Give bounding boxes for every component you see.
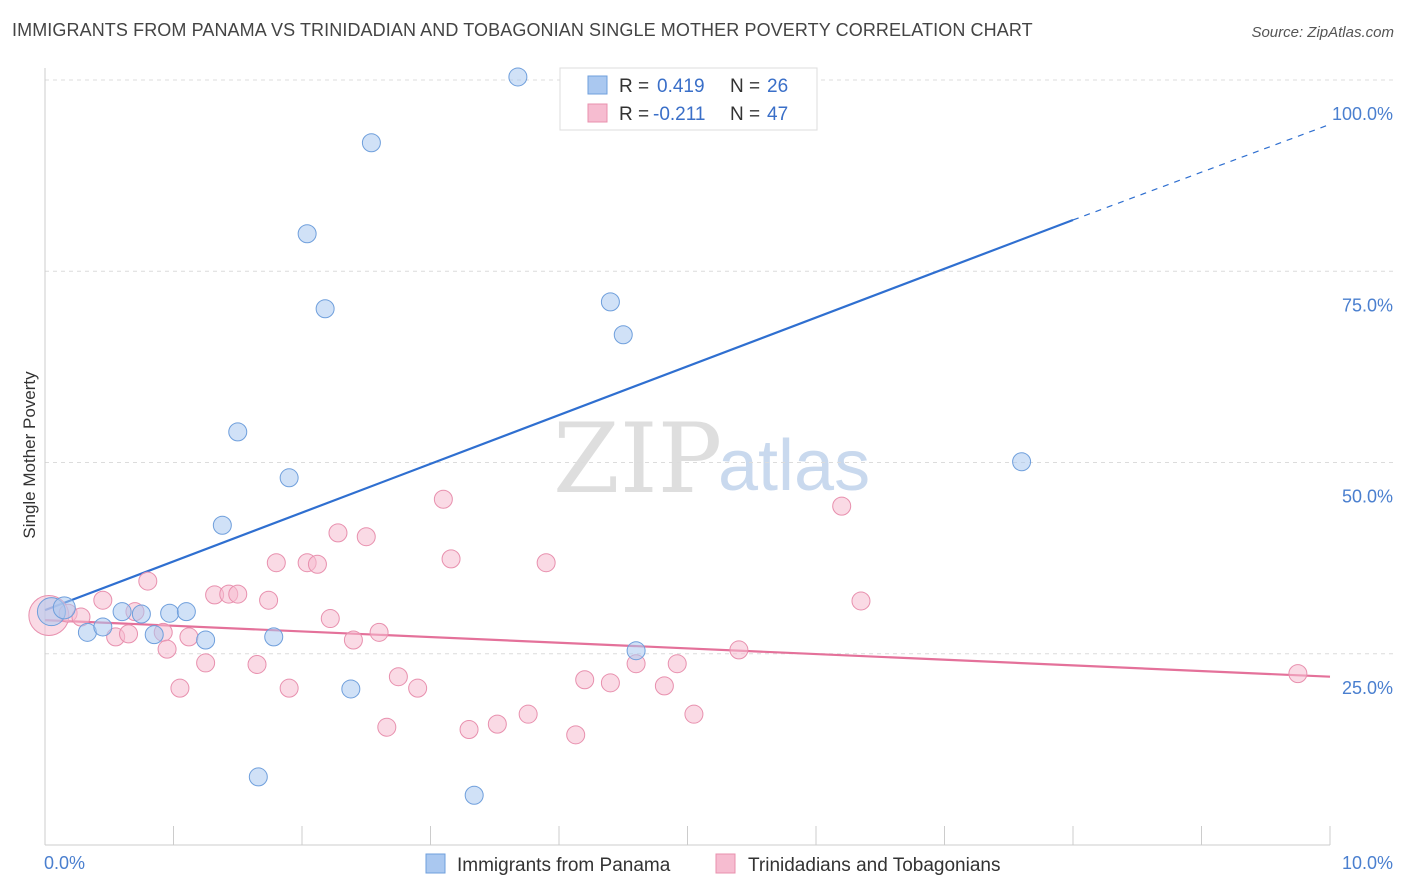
panama-point-25 <box>1012 452 1032 472</box>
legend-r-label-1: R = <box>619 76 649 97</box>
correlation-legend: R = 0.419 N = 26 R = -0.211 N = 47 <box>559 67 818 131</box>
legend-swatch-blue <box>587 75 608 95</box>
watermark-zip: ZIP <box>553 403 722 515</box>
series-legend: Immigrants from Panama Trinidadians and … <box>425 853 1000 876</box>
legend-n-label-1: N = <box>730 76 760 97</box>
trinidad-point-9 <box>170 678 190 698</box>
panama-point-8 <box>176 602 196 622</box>
panama-point-9 <box>196 630 216 650</box>
trinidad-point-39 <box>654 676 674 696</box>
series-legend-label-panama: Immigrants from Panama <box>457 855 671 876</box>
data-points <box>28 67 1308 805</box>
panama-point-16 <box>315 299 335 319</box>
watermark: ZIP atlas <box>553 403 870 515</box>
trinidad-point-27 <box>388 667 408 687</box>
legend-n-value-1: 26 <box>767 76 788 97</box>
chart-title: IMMIGRANTS FROM PANAMA VS TRINIDADIAN AN… <box>12 20 1033 40</box>
series-legend-swatch-pink <box>715 853 736 874</box>
trinidad-point-11 <box>196 653 216 673</box>
trinidad-point-8 <box>157 639 177 659</box>
legend-r-value-1: 0.419 <box>657 76 705 97</box>
panama-point-20 <box>508 67 528 87</box>
series-legend-label-trinidad: Trinidadians and Tobagonians <box>748 855 1000 876</box>
y-axis-title: Single Mother Poverty <box>20 371 39 539</box>
panama-point-18 <box>361 133 381 153</box>
panama-point-6 <box>144 625 164 645</box>
legend-r-value-2: -0.211 <box>653 104 705 125</box>
axes <box>44 68 1331 846</box>
trinidad-point-26 <box>377 717 397 737</box>
trinidad-point-43 <box>832 496 852 516</box>
trinidad-point-34 <box>536 553 556 573</box>
legend-n-value-2: 47 <box>767 104 788 125</box>
panama-point-4 <box>112 602 132 622</box>
trinidad-point-25 <box>369 622 389 642</box>
trinidad-point-45 <box>1288 664 1308 684</box>
trinidad-point-10 <box>179 627 199 647</box>
panama-point-10 <box>212 515 232 535</box>
panama-trend-extension <box>1072 123 1331 221</box>
y-tick-label-50: 50.0% <box>1342 487 1393 507</box>
panama-point-3 <box>93 617 113 637</box>
panama-point-5 <box>131 604 151 624</box>
y-tick-label-25: 25.0% <box>1342 678 1393 698</box>
panama-trend-line <box>44 218 1074 612</box>
trinidad-point-21 <box>320 609 340 629</box>
trinidad-point-29 <box>433 489 453 509</box>
y-tick-label-75: 75.0% <box>1342 295 1393 315</box>
trinidad-point-37 <box>600 673 620 693</box>
trinidad-point-32 <box>487 714 507 734</box>
trinidad-point-30 <box>441 549 461 569</box>
legend-r-label-2: R = <box>619 104 649 125</box>
trinidad-point-42 <box>729 640 749 660</box>
trinidad-point-23 <box>343 630 363 650</box>
trinidad-point-6 <box>138 571 158 591</box>
watermark-atlas: atlas <box>718 426 870 506</box>
panama-point-24 <box>626 641 646 661</box>
panama-point-15 <box>297 224 317 244</box>
trinidad-point-18 <box>279 678 299 698</box>
panama-point-1 <box>52 596 76 620</box>
y-tick-labels: 25.0% 50.0% 75.0% 100.0% <box>1332 104 1393 698</box>
x-tick-label-max: 10.0% <box>1342 853 1393 873</box>
legend-swatch-pink <box>587 103 608 123</box>
trend-lines <box>44 123 1331 678</box>
trinidad-point-28 <box>408 678 428 698</box>
series-legend-swatch-blue <box>425 853 446 874</box>
grid-lines <box>45 79 1395 655</box>
trinidad-point-33 <box>518 704 538 724</box>
panama-point-14 <box>279 468 299 488</box>
trinidad-point-22 <box>328 523 348 543</box>
trinidad-point-14 <box>228 584 248 604</box>
trinidad-point-31 <box>459 719 479 739</box>
trinidad-point-20 <box>307 554 327 574</box>
trinidad-trend-line <box>44 618 1331 678</box>
trinidad-point-46 <box>119 624 139 644</box>
trinidad-point-40 <box>667 654 687 674</box>
trinidad-point-44 <box>851 591 871 611</box>
trinidad-point-17 <box>266 553 286 573</box>
x-tick-label-min: 0.0% <box>44 853 85 873</box>
trinidad-point-24 <box>356 527 376 547</box>
trinidad-point-41 <box>684 704 704 724</box>
panama-point-13 <box>264 627 284 647</box>
panama-point-23 <box>613 325 633 345</box>
panama-point-7 <box>160 603 180 623</box>
trinidad-point-36 <box>575 670 595 690</box>
trinidad-point-16 <box>259 590 279 610</box>
trinidad-point-3 <box>93 590 113 610</box>
panama-point-12 <box>248 767 268 787</box>
source-label: Source: ZipAtlas.com <box>1251 24 1394 41</box>
trinidad-point-15 <box>247 654 267 674</box>
legend-n-label-2: N = <box>730 104 760 125</box>
panama-point-19 <box>464 785 484 805</box>
panama-point-17 <box>341 679 361 699</box>
y-tick-label-100: 100.0% <box>1332 104 1393 124</box>
panama-point-11 <box>228 422 248 442</box>
panama-point-22 <box>600 292 620 312</box>
trinidad-point-35 <box>566 725 586 745</box>
